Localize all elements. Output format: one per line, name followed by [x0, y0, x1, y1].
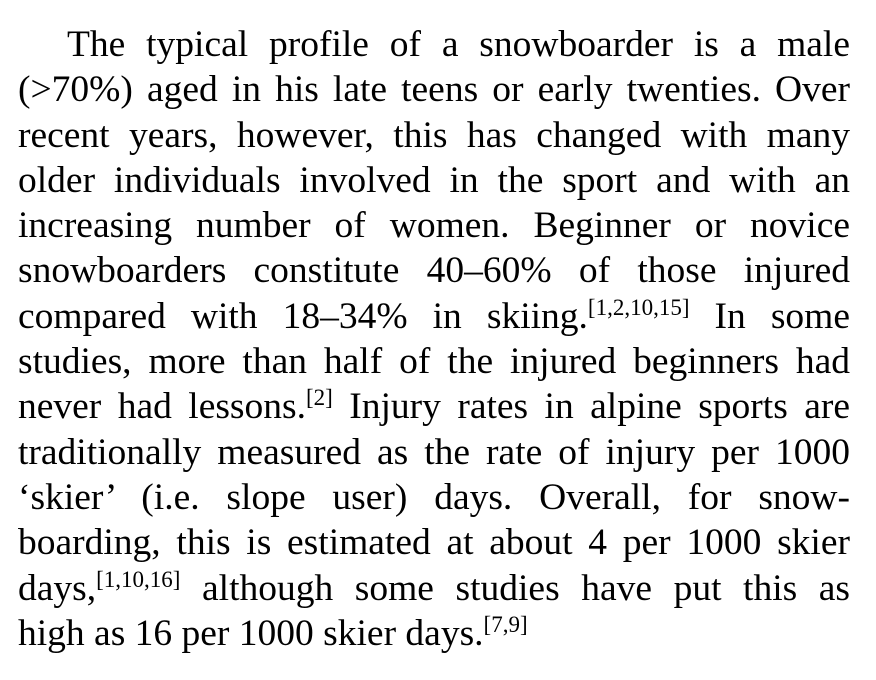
text-line: older individuals involved in the sport …	[18, 158, 850, 203]
text-line: The typical profile of a snowboarder is …	[18, 22, 850, 67]
text-run: ‘skier’ (i.e. slope user) days. Overall,…	[18, 476, 850, 518]
text-run: compared with 18–34% in skiing.	[18, 295, 588, 337]
text-run: high as 16 per 1000 skier days.	[18, 612, 484, 654]
text-run: recent years, however, this has changed …	[18, 114, 850, 156]
text-line: high as 16 per 1000 skier days.[7,9]	[18, 611, 850, 656]
text-run: (>70%) aged in his late teens or early t…	[18, 69, 850, 111]
text-run: although some studies have put this as	[202, 567, 851, 609]
text-line: recent years, however, this has changed …	[18, 113, 850, 158]
text-run: In some	[714, 295, 850, 337]
text-run: Injury rates in alpine sports are	[349, 386, 851, 428]
document-page: The typical profile of a snowboarder is …	[18, 22, 850, 656]
text-line: snowboarders constitute 40–60% of those …	[18, 248, 850, 293]
text-run: never had lessons.	[18, 386, 306, 428]
text-run: snowboarders constitute 40–60% of those …	[18, 250, 850, 292]
text-line: traditionally measured as the rate of in…	[18, 430, 850, 475]
citation-reference: [1,10,16]	[96, 566, 181, 592]
text-line: increasing number of women. Beginner or …	[18, 203, 850, 248]
text-run: The typical profile of a snowboarder is …	[67, 24, 850, 65]
text-line: ‘skier’ (i.e. slope user) days. Overall,…	[18, 475, 850, 520]
body-paragraph: The typical profile of a snowboarder is …	[18, 22, 850, 656]
text-run: days,	[18, 567, 97, 609]
text-run: increasing number of women. Beginner or …	[18, 205, 850, 247]
text-line: studies, more than half of the injured b…	[18, 339, 850, 384]
text-run: traditionally measured as the rate of in…	[18, 431, 850, 473]
text-run: older individuals involved in the sport …	[18, 159, 850, 201]
text-run: boarding, this is estimated at about 4 p…	[18, 522, 850, 564]
text-line: boarding, this is estimated at about 4 p…	[18, 520, 850, 565]
citation-reference: [2]	[306, 385, 333, 411]
text-run: studies, more than half of the injured b…	[18, 341, 850, 383]
text-line: never had lessons.[2] Injury rates in al…	[18, 384, 850, 429]
citation-reference: [1,2,10,15]	[587, 294, 690, 320]
citation-reference: [7,9]	[483, 611, 528, 637]
text-line: compared with 18–34% in skiing.[1,2,10,1…	[18, 294, 850, 339]
text-line: (>70%) aged in his late teens or early t…	[18, 67, 850, 112]
text-line: days,[1,10,16] although some studies hav…	[18, 566, 850, 611]
